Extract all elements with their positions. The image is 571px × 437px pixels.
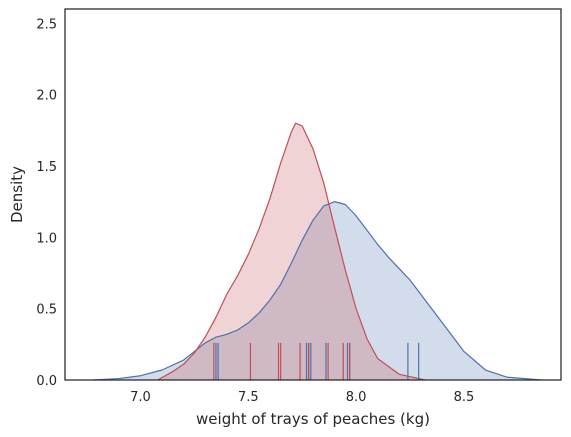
x-tick-label: 8.0 xyxy=(346,390,367,405)
y-tick-label: 0.5 xyxy=(36,303,57,318)
density-area-0 xyxy=(93,201,542,380)
y-tick-label: 0.0 xyxy=(36,374,57,389)
y-tick-label: 2.0 xyxy=(36,89,57,104)
y-tick-label: 1.0 xyxy=(36,231,57,246)
density-lines xyxy=(92,122,542,381)
y-tick-label: 1.5 xyxy=(36,160,57,175)
y-tick-label: 2.5 xyxy=(36,17,57,32)
x-tick-label: 7.5 xyxy=(238,390,259,405)
y-axis-ticks: 0.0 0.5 1.0 1.5 2.0 2.5 xyxy=(36,17,57,389)
x-tick-label: 8.5 xyxy=(454,390,475,405)
x-axis-title: weight of trays of peaches (kg) xyxy=(196,410,430,428)
y-axis-title: Density xyxy=(8,166,26,223)
x-tick-label: 7.0 xyxy=(130,390,151,405)
plot-frame xyxy=(64,8,562,381)
density-line-1 xyxy=(157,122,426,381)
x-axis-ticks: 7.0 7.5 8.0 8.5 xyxy=(130,390,474,405)
rug-marks xyxy=(213,342,420,380)
